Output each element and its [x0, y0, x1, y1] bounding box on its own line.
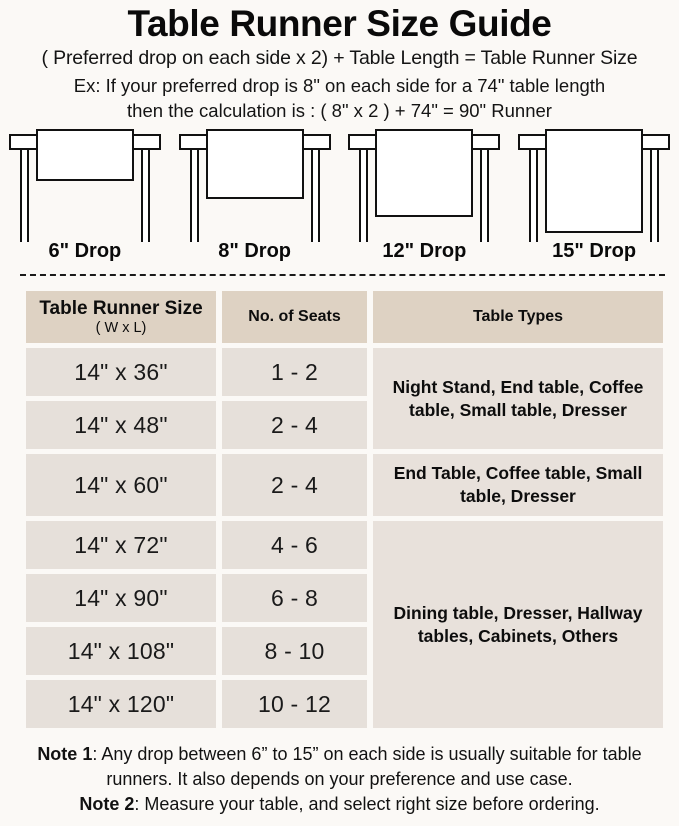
- table-header-row: Table Runner Size ( W x L) No. of Seats …: [26, 291, 663, 343]
- header-table-types: Table Types: [373, 291, 663, 343]
- table-leg-left: [19, 148, 29, 242]
- drop-diagram-8in: 8" Drop: [170, 129, 340, 272]
- table-runner-shape: [545, 129, 644, 233]
- notes-block: Note 1: Any drop between 6” to 15” on ea…: [0, 742, 679, 817]
- header-table-runner-size: Table Runner Size ( W x L): [26, 291, 216, 343]
- cell-seats: 2 - 4: [222, 454, 367, 516]
- cell-seats: 8 - 10: [222, 627, 367, 675]
- note-1: Note 1: Any drop between 6” to 15” on ea…: [37, 744, 642, 789]
- table-figure: [8, 129, 161, 242]
- formula-line: ( Preferred drop on each side x 2) + Tab…: [41, 47, 638, 69]
- size-guide-table: Table Runner Size ( W x L) No. of Seats …: [20, 286, 669, 733]
- cell-seats: 6 - 8: [222, 574, 367, 622]
- table-row: 14" x 60" 2 - 4 End Table, Coffee table, S…: [26, 454, 663, 516]
- drop-label: 8" Drop: [218, 240, 292, 262]
- cell-seats: 10 - 12: [222, 680, 367, 728]
- table-row: 14" x 108" 8 - 10: [26, 627, 663, 675]
- header-size-main: Table Runner Size: [39, 297, 203, 319]
- dashed-divider: [20, 274, 665, 276]
- table-leg-left: [189, 148, 199, 242]
- table-row: 14" x 72" 4 - 6 Dining table, Dresser, Hal…: [26, 521, 663, 728]
- table-runner-shape: [375, 129, 474, 217]
- table-leg-right: [480, 148, 490, 242]
- cell-runner-size: 14" x 120": [26, 680, 216, 728]
- table-figure: [348, 129, 501, 242]
- header-no-of-seats: No. of Seats: [222, 291, 367, 343]
- table-row: 14" x 36" 1 - 2 Night Stand, End table, Co…: [26, 348, 663, 449]
- table-row: 14" x 120" 10 - 12: [26, 680, 663, 728]
- table-runner-shape: [205, 129, 304, 199]
- drop-diagram-6in: 6" Drop: [0, 129, 170, 272]
- page-title: Table Runner Size Guide: [127, 3, 552, 44]
- cell-seats: 4 - 6: [222, 521, 367, 569]
- cell-runner-size: 14" x 48": [26, 401, 216, 449]
- table-leg-right: [310, 148, 320, 242]
- cell-runner-size: 14" x 60": [26, 454, 216, 516]
- table-figure: [518, 129, 671, 242]
- drop-diagram-15in: 15" Drop: [509, 129, 679, 272]
- cell-runner-size: 14" x 36": [26, 348, 216, 396]
- cell-seats: 1 - 2: [222, 348, 367, 396]
- cell-seats: 2 - 4: [222, 401, 367, 449]
- note-prefix: Note 1: [37, 744, 93, 764]
- table-leg-right: [650, 148, 660, 242]
- cell-runner-size: 14" x 90": [26, 574, 216, 622]
- drop-label: 15" Drop: [552, 240, 637, 262]
- table-row: 14" x 90" 6 - 8: [26, 574, 663, 622]
- table-leg-left: [529, 148, 539, 242]
- header-size-sub: ( W x L): [95, 319, 147, 336]
- cell-runner-size: 14" x 72": [26, 521, 216, 569]
- cell-table-types: Dining table, Dresser, Hallway tables, C…: [373, 521, 663, 728]
- note-prefix: Note 2: [79, 794, 135, 814]
- cell-table-types: End Table, Coffee table, Small table, Dr…: [373, 454, 663, 516]
- drop-label: 12" Drop: [382, 240, 467, 262]
- drop-diagrams-row: 6" Drop 8" Drop 12" Drop 15" Drop: [0, 129, 679, 272]
- table-body: 14" x 36" 1 - 2 Night Stand, End table, Co…: [26, 348, 663, 728]
- table-leg-left: [359, 148, 369, 242]
- note-2: Note 2: Measure your table, and select r…: [79, 794, 600, 814]
- table-leg-right: [140, 148, 150, 242]
- header-block: Table Runner Size Guide ( Preferred drop…: [0, 0, 679, 123]
- example-line-1: Ex: If your preferred drop is 8" on each…: [73, 75, 606, 96]
- cell-table-types: Night Stand, End table, Coffee table, Sm…: [373, 348, 663, 449]
- example-line-2: then the calculation is : ( 8" x 2 ) + 7…: [127, 100, 552, 121]
- table-row: 14" x 48" 2 - 4: [26, 401, 663, 449]
- table-figure: [178, 129, 331, 242]
- cell-runner-size: 14" x 108": [26, 627, 216, 675]
- drop-label: 6" Drop: [48, 240, 122, 262]
- table-runner-shape: [35, 129, 134, 181]
- drop-diagram-12in: 12" Drop: [340, 129, 510, 272]
